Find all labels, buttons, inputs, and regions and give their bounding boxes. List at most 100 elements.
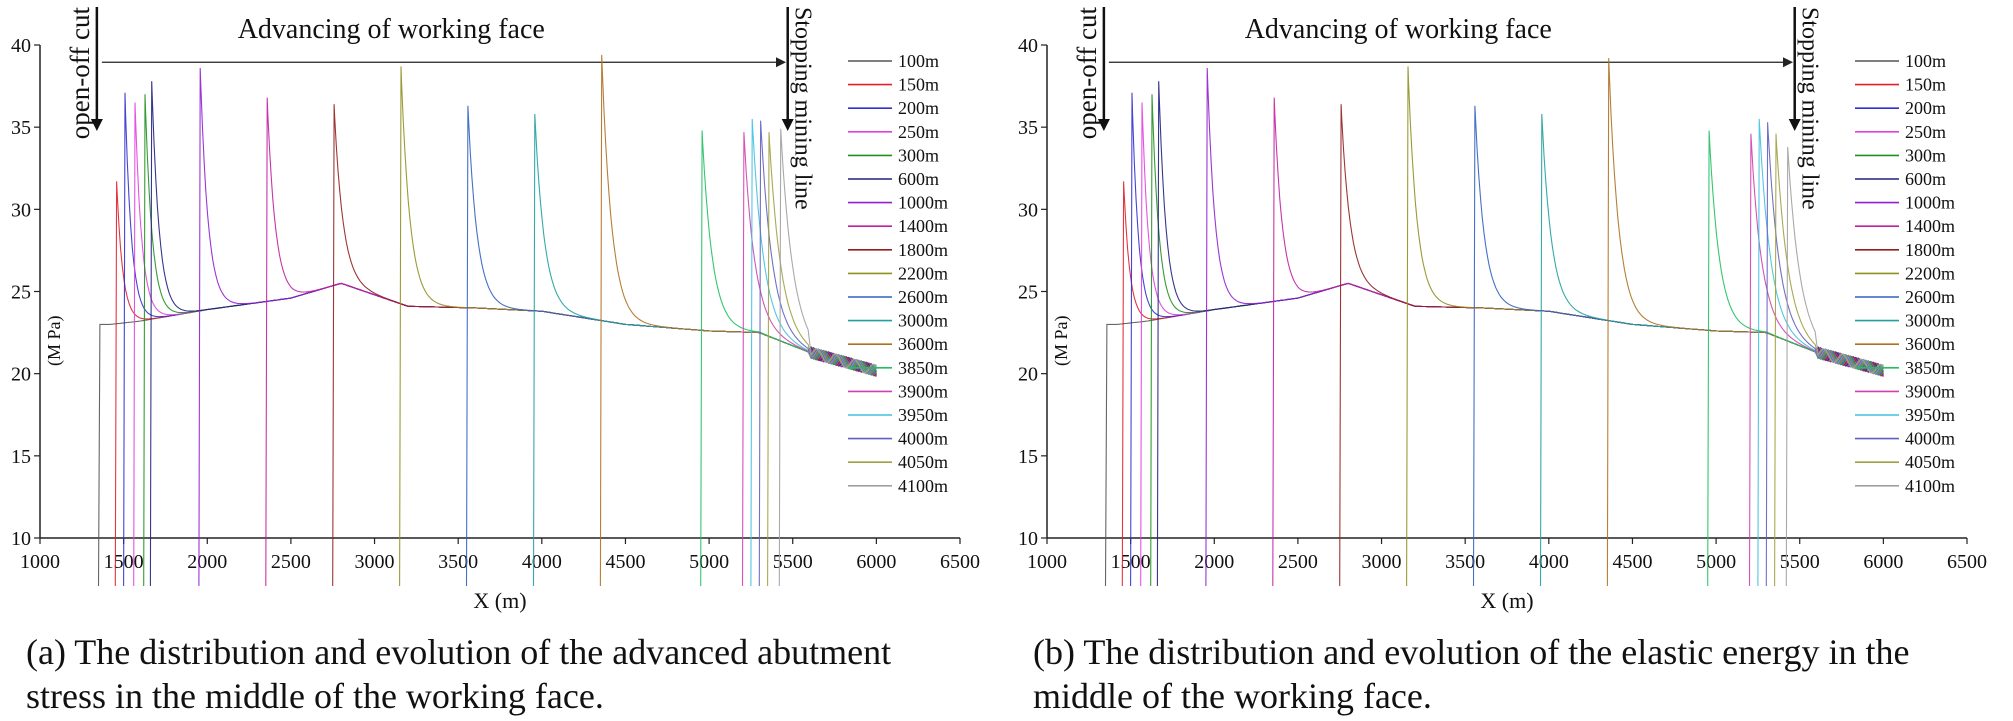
chart-a-legend-label-300m: 300m xyxy=(898,145,939,165)
chart-a-legend-label-200m: 200m xyxy=(898,98,939,118)
chart-b-xtick-label: 5000 xyxy=(1696,551,1736,573)
chart-a-ytick-label: 30 xyxy=(11,199,31,221)
chart-b-ytick-label: 25 xyxy=(1018,282,1038,304)
chart-a-ytick-label: 40 xyxy=(11,35,31,57)
chart-a-title: Advancing of working face xyxy=(238,14,545,45)
chart-b-ytick-label: 40 xyxy=(1018,35,1038,57)
caption-b-line1: (b) The distribution and evolution of th… xyxy=(1033,632,1910,672)
chart-b-open-off-label: open-off cut xyxy=(1072,7,1102,140)
chart-a-xlabel: X (m) xyxy=(473,588,526,613)
caption-a-line1: (a) The distribution and evolution of th… xyxy=(26,632,892,672)
chart-b-ytick-label: 15 xyxy=(1018,446,1038,468)
chart-b-title: Advancing of working face xyxy=(1245,14,1552,45)
chart-a-xtick-label: 5500 xyxy=(773,551,813,573)
chart-b-ylabel: (M Pa) xyxy=(1051,316,1072,367)
chart-a-legend-label-1000m: 1000m xyxy=(898,193,948,213)
chart-a-ytick-label: 10 xyxy=(11,528,31,550)
chart-b-xtick-label: 6500 xyxy=(1947,551,1987,573)
chart-b-legend-label-2200m: 2200m xyxy=(1905,263,1955,283)
chart-a-legend-label-4100m: 4100m xyxy=(898,476,948,496)
chart-b-xtick-label: 4500 xyxy=(1612,551,1652,573)
chart-a-series-line-1400m xyxy=(265,97,877,587)
chart-a-series-line-150m xyxy=(114,181,877,587)
chart-a-legend-label-3900m: 3900m xyxy=(898,381,948,401)
chart-a-xtick-label: 4000 xyxy=(522,551,562,573)
chart-b-series-line-3600m xyxy=(1606,58,1884,587)
chart-a-legend-label-1800m: 1800m xyxy=(898,240,948,260)
chart-b-legend-label-3950m: 3950m xyxy=(1905,405,1955,425)
chart-a-legend-label-3850m: 3850m xyxy=(898,358,948,378)
chart-b-legend-label-100m: 100m xyxy=(1905,51,1946,71)
chart-b-legend-label-3850m: 3850m xyxy=(1905,358,1955,378)
chart-b-ytick-label: 10 xyxy=(1018,528,1038,550)
chart-a-series-line-250m xyxy=(133,102,877,587)
chart-a-legend-label-4050m: 4050m xyxy=(898,452,948,472)
chart-a-ylabel: (M Pa) xyxy=(44,316,65,367)
chart-b-ytick-label: 20 xyxy=(1018,364,1038,386)
chart-a-open-off-label: open-off cut xyxy=(65,7,95,140)
chart-a-legend-label-3000m: 3000m xyxy=(898,311,948,331)
chart-a-legend-label-1400m: 1400m xyxy=(898,216,948,236)
chart-b-xtick-label: 3500 xyxy=(1445,551,1485,573)
chart-a-stopping-arrowhead xyxy=(781,118,794,131)
chart-a-ytick-label: 25 xyxy=(11,282,31,304)
chart-a-series-line-4100m xyxy=(778,128,877,587)
chart-a-ytick-label: 35 xyxy=(11,117,31,139)
chart-a-stopping-label: Stopping mining line xyxy=(790,7,816,210)
caption-a-line2: stress in the middle of the working face… xyxy=(26,676,604,716)
chart-b-open-off-arrowhead xyxy=(1097,118,1110,131)
chart-b-series-line-1400m xyxy=(1272,97,1884,587)
chart-a-xtick-label: 3500 xyxy=(438,551,478,573)
chart-b-legend-label-150m: 150m xyxy=(1905,75,1946,95)
chart-b-xtick-label: 5500 xyxy=(1780,551,1820,573)
chart-a-open-off-arrowhead xyxy=(90,118,103,131)
chart-b-xlabel: X (m) xyxy=(1480,588,1533,613)
chart-a-xtick-label: 2000 xyxy=(187,551,227,573)
chart-a-xtick-label: 4500 xyxy=(605,551,645,573)
chart-panel-b: 10 15 20 25 30 35 40 1000 1500 2000 2500 3000 3500 40… xyxy=(1007,0,2013,721)
chart-b-legend-label-300m: 300m xyxy=(1905,145,1946,165)
chart-b-legend-label-4100m: 4100m xyxy=(1905,476,1955,496)
chart-b-legend-label-250m: 250m xyxy=(1905,122,1946,142)
caption-b-line2: middle of the working face. xyxy=(1033,676,1432,716)
chart-a-legend-label-600m: 600m xyxy=(898,169,939,189)
chart-a-ytick-label: 15 xyxy=(11,446,31,468)
chart-b-series-line-4100m xyxy=(1785,146,1884,587)
chart-b-xtick-label: 4000 xyxy=(1529,551,1569,573)
chart-a-advance-arrowhead xyxy=(776,57,787,68)
chart-b-xtick-label: 1000 xyxy=(1027,551,1067,573)
chart-b-legend-label-600m: 600m xyxy=(1905,169,1946,189)
chart-a-xtick-label: 5000 xyxy=(689,551,729,573)
chart-b-series-line-4000m xyxy=(1765,122,1884,587)
chart-b-xtick-label: 2500 xyxy=(1278,551,1318,573)
chart-a-legend-label-3600m: 3600m xyxy=(898,334,948,354)
chart-b-series-line-250m xyxy=(1140,102,1884,587)
chart-a-xtick-label: 6000 xyxy=(856,551,896,573)
chart-b-stopping-arrowhead xyxy=(1788,118,1801,131)
chart-a-legend-label-2600m: 2600m xyxy=(898,287,948,307)
chart-a-xtick-label: 1000 xyxy=(20,551,60,573)
chart-a-ytick-label: 20 xyxy=(11,364,31,386)
chart-b-xtick-label: 3000 xyxy=(1362,551,1402,573)
chart-b-legend-label-3000m: 3000m xyxy=(1905,311,1955,331)
chart-a-xtick-label: 6500 xyxy=(940,551,980,573)
chart-b-ytick-label: 30 xyxy=(1018,199,1038,221)
chart-b-series-group xyxy=(1104,58,1884,587)
chart-b-advance-arrowhead xyxy=(1783,57,1794,68)
chart-a-series-line-4000m xyxy=(758,120,877,587)
chart-a-xtick-label: 3000 xyxy=(355,551,395,573)
chart-b-legend-label-4000m: 4000m xyxy=(1905,429,1955,449)
chart-a-legend-label-3950m: 3950m xyxy=(898,405,948,425)
caption-b: (b) The distribution and evolution of th… xyxy=(1033,630,2003,718)
chart-b-legend-label-2600m: 2600m xyxy=(1905,287,1955,307)
chart-b-legend-label-200m: 200m xyxy=(1905,98,1946,118)
chart-a-legend-label-100m: 100m xyxy=(898,51,939,71)
chart-b-series-line-300m xyxy=(1150,94,1884,587)
chart-b-legend-label-3900m: 3900m xyxy=(1905,381,1955,401)
chart-b-xtick-label: 2000 xyxy=(1194,551,1234,573)
chart-b-legend-label-3600m: 3600m xyxy=(1905,334,1955,354)
chart-panel-a: 10 15 20 25 30 35 40 1000 1500 2000 2500 3000 3500 40… xyxy=(0,0,1006,721)
chart-a-legend-label-2200m: 2200m xyxy=(898,263,948,283)
